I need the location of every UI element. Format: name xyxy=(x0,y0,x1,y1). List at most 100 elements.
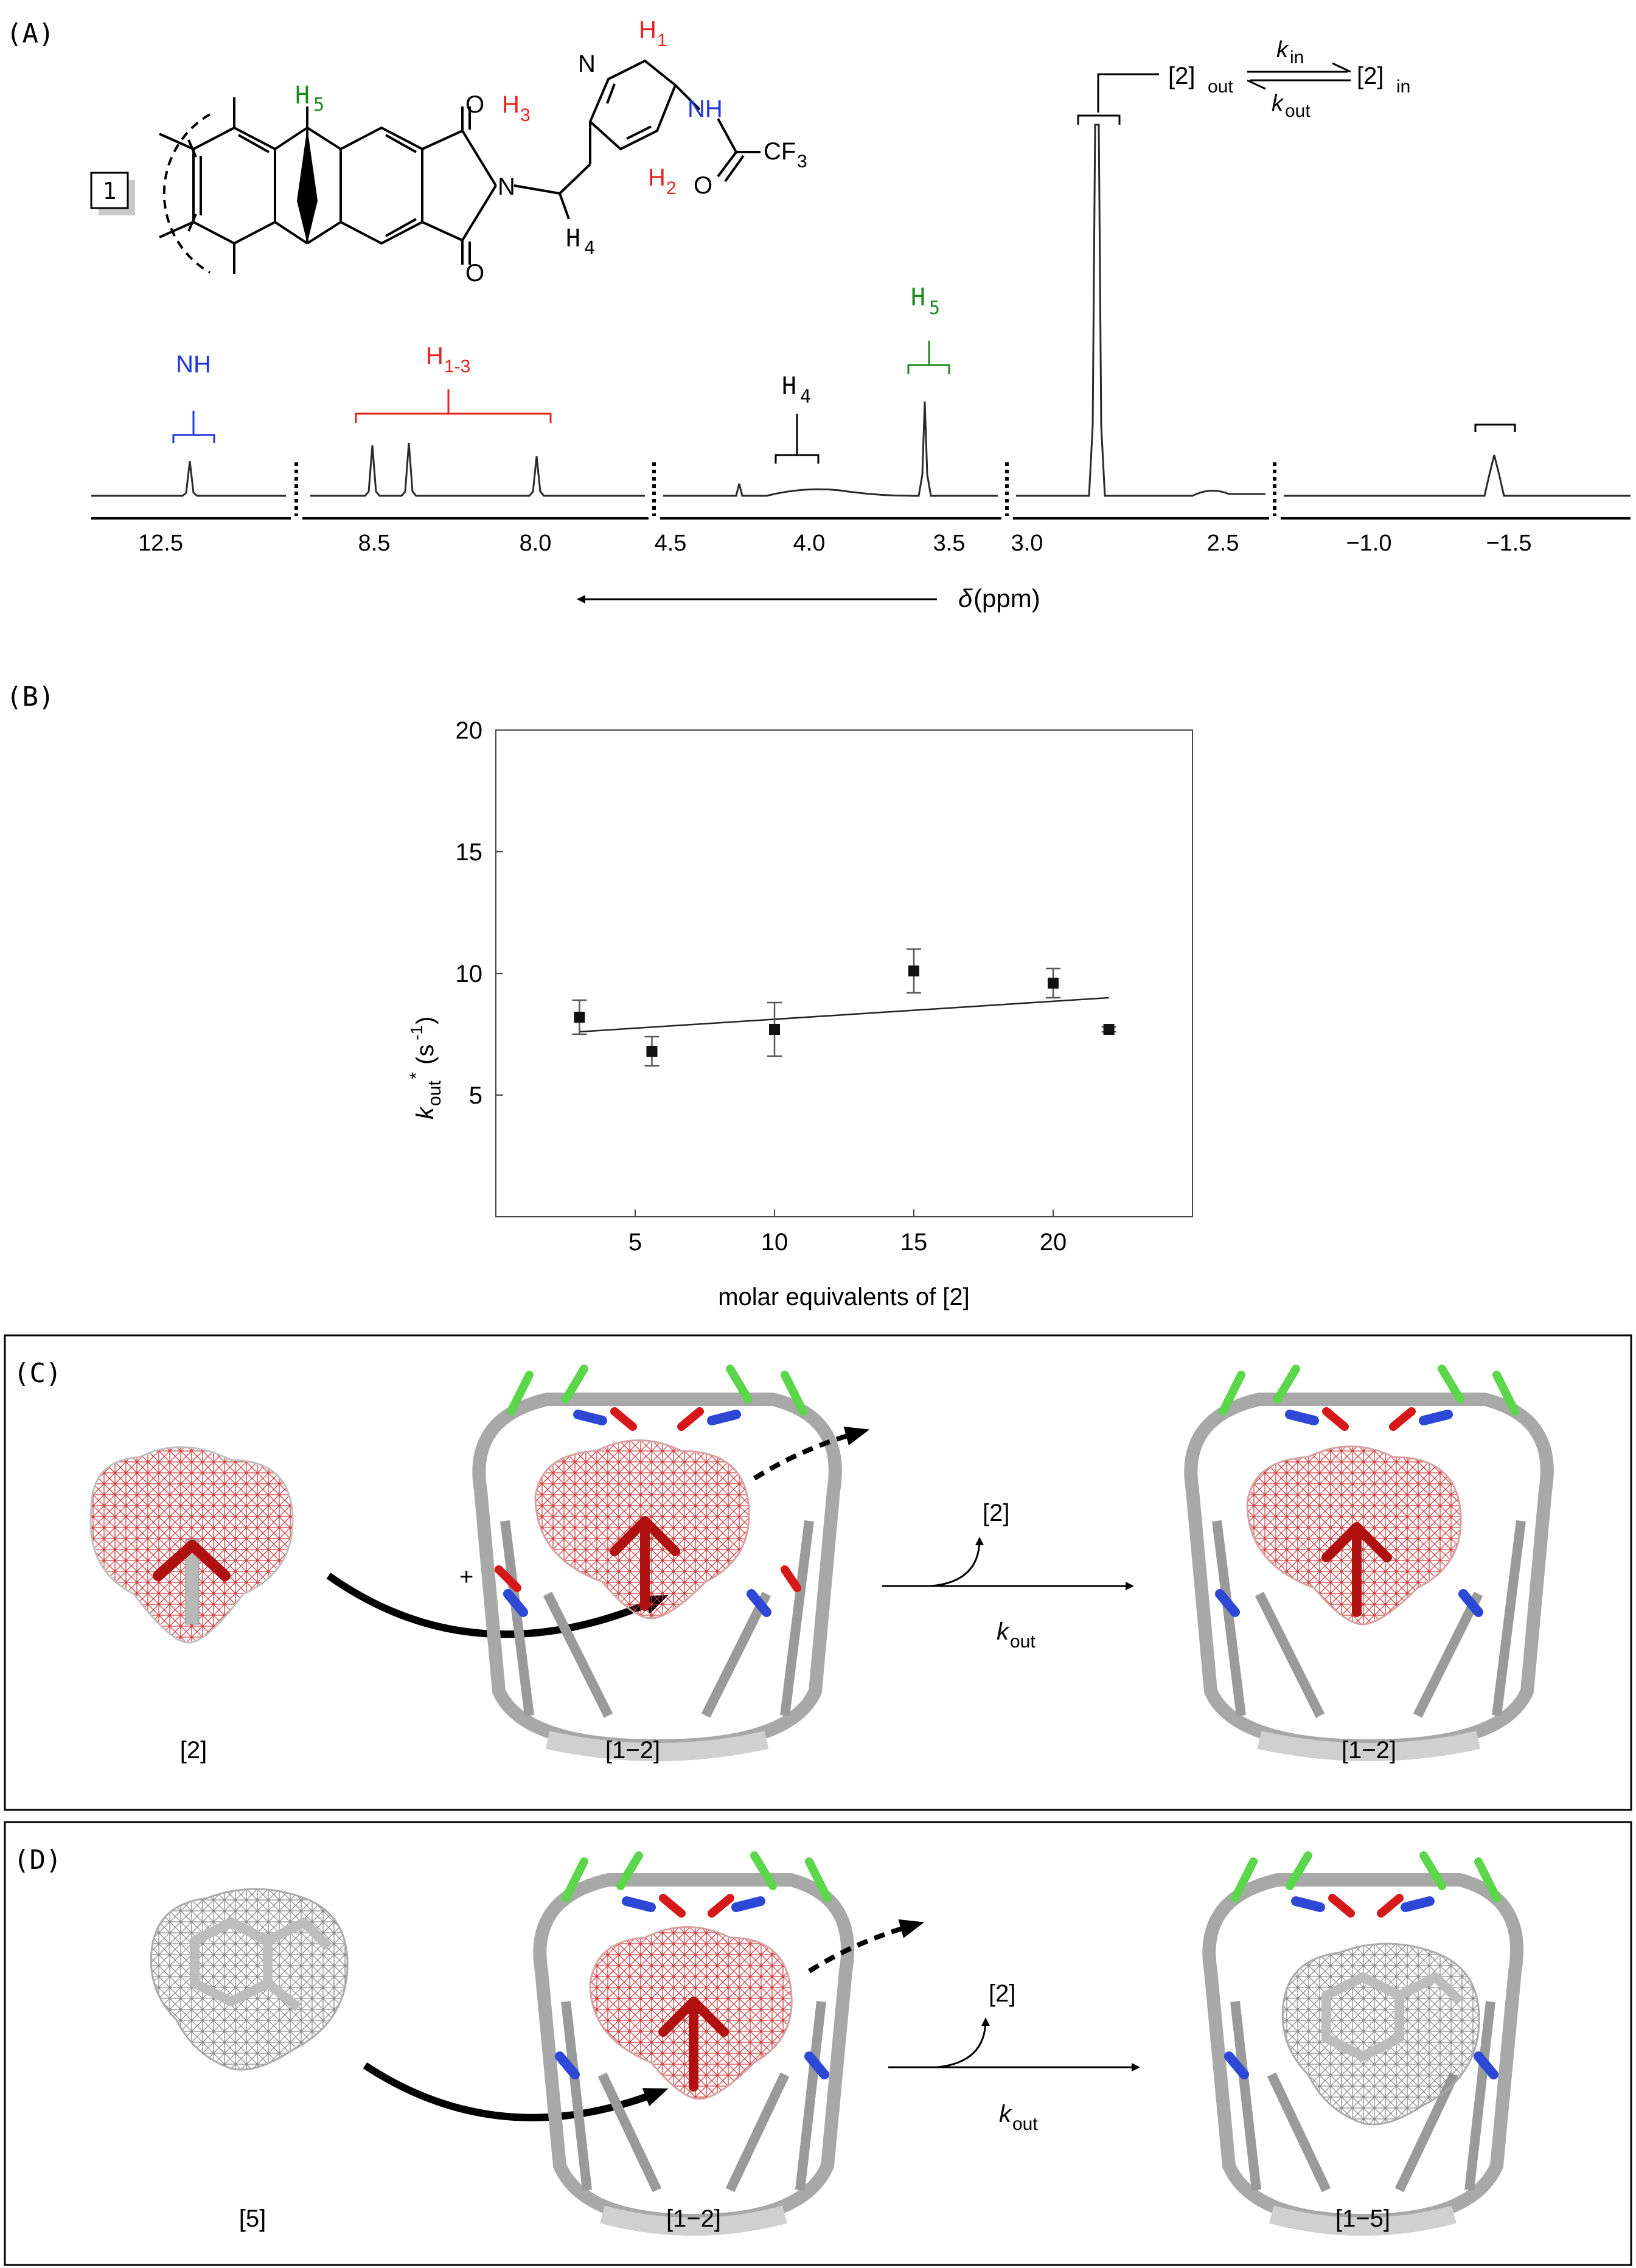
y-tick-labels: 5 10 15 20 xyxy=(456,717,483,1109)
atom-n-imide: N xyxy=(498,173,515,200)
release-arrow-c xyxy=(930,1537,984,1587)
x-tick-labels: 5 10 15 20 xyxy=(628,1229,1067,1256)
eq-right-sub: in xyxy=(1396,77,1410,97)
k-out: k xyxy=(1272,91,1284,116)
label-nh: NH xyxy=(176,351,211,378)
rate-k-sub-c: out xyxy=(1010,1632,1036,1652)
atom-h5: H xyxy=(295,82,310,110)
panel-b: (B) 5 10 15 20 5 10 15 20 molar equivale… xyxy=(6,681,1193,1310)
nmr-spectrum xyxy=(91,123,1631,497)
ylabel-star: * xyxy=(406,1072,426,1079)
ylabel-sub: out xyxy=(425,1080,445,1106)
y-axis-label: k out * (s -1 ) xyxy=(406,1017,445,1119)
data-point xyxy=(1048,978,1059,989)
left-benzene-ring xyxy=(192,126,276,245)
ylabel-unit: (s xyxy=(412,1045,439,1065)
data-point xyxy=(769,1024,780,1035)
free-guest-bracket xyxy=(1077,114,1121,125)
chart-ticks xyxy=(496,729,1054,1217)
caption-d-1: [5] xyxy=(239,2205,266,2232)
peak-nh xyxy=(91,461,286,497)
release-arrow-d xyxy=(936,2017,990,2068)
panel-d-label: (D) xyxy=(13,1845,61,1876)
axis-breaks xyxy=(294,462,1276,516)
host-complex-c1 xyxy=(472,1365,842,1761)
label-h5: H xyxy=(911,284,925,311)
k-out-sub: out xyxy=(1285,101,1311,121)
eq-left-sub: out xyxy=(1208,77,1233,97)
panel-d: (D) [5] [1−2] [2] k out xyxy=(4,1821,1632,2266)
exchange-equilibrium: [2] out k in k out [2] in xyxy=(1077,37,1410,125)
atom-o-top: O xyxy=(465,91,484,118)
tick-8-0: 8.0 xyxy=(520,530,552,556)
atom-h4: H xyxy=(566,224,580,252)
guest-5-model xyxy=(150,1888,349,2071)
atom-cf3-sub: 3 xyxy=(797,151,807,172)
label-h5-sub: 5 xyxy=(929,297,940,319)
panel-c: (C) [2] + [1−2] [2] k out xyxy=(4,1334,1632,1811)
data-point xyxy=(1103,1024,1115,1035)
tick-m1-0: −1.0 xyxy=(1346,530,1391,556)
ppm-unit: (ppm) xyxy=(973,584,1040,613)
y-tick-10: 10 xyxy=(456,961,483,987)
released-2-d: [2] xyxy=(989,1980,1015,2007)
atom-h2: H xyxy=(648,164,666,191)
atom-nh: NH xyxy=(687,96,723,122)
tick-3-5: 3.5 xyxy=(933,530,966,556)
tick-2-5: 2.5 xyxy=(1207,530,1239,556)
ylabel-unit-sup: -1 xyxy=(407,1025,426,1040)
rate-k-c: k xyxy=(997,1618,1010,1645)
atom-cf3: CF xyxy=(764,138,796,165)
exit-arrow-d xyxy=(807,1919,925,1974)
peak-free-2 xyxy=(1016,123,1265,497)
atom-h4-sub: 4 xyxy=(584,238,595,259)
chart-points xyxy=(572,948,1116,1067)
bracket-bound xyxy=(1474,423,1516,432)
label-h13-sub: 1-3 xyxy=(444,357,470,377)
host-complex-d1 xyxy=(533,1851,855,2236)
chart-fit xyxy=(579,997,1109,1033)
released-2-c: [2] xyxy=(983,1500,1009,1526)
ppm-ticks: 12.5 8.5 8.0 4.5 4.0 3.5 3.0 2.5 −1.0 −1… xyxy=(138,530,1532,556)
y-tick-20: 20 xyxy=(456,717,483,744)
tick-3-0: 3.0 xyxy=(1011,530,1043,556)
plus-sign: + xyxy=(459,1564,473,1590)
ylabel-k: k xyxy=(412,1106,439,1119)
atom-o-bottom: O xyxy=(465,260,484,287)
ylabel-close: ) xyxy=(412,1017,439,1024)
x-tick-15: 15 xyxy=(900,1229,928,1256)
caption-d-2: [1−2] xyxy=(666,2205,721,2232)
panel-c-frame xyxy=(4,1334,1632,1811)
panel-a: (A) 1 xyxy=(6,16,1631,613)
host-complex-d2 xyxy=(1202,1851,1524,2236)
atom-h1-sub: 1 xyxy=(657,30,667,50)
host-complex-c2 xyxy=(1184,1365,1554,1761)
panel-a-label: (A) xyxy=(6,18,54,49)
peaks-h4-h5 xyxy=(663,401,998,497)
data-point xyxy=(908,965,919,976)
y-tick-15: 15 xyxy=(456,839,483,866)
x-tick-5: 5 xyxy=(628,1229,642,1256)
k-in-sub: in xyxy=(1290,47,1304,68)
label-h4: H xyxy=(782,372,796,400)
data-point xyxy=(646,1046,658,1057)
entry-arrow-c xyxy=(326,1573,669,1638)
guest-2-model xyxy=(89,1446,294,1644)
atom-h1: H xyxy=(639,16,656,43)
caption-c-3: [1−2] xyxy=(1342,1737,1396,1764)
tick-4-5: 4.5 xyxy=(655,530,687,556)
atom-n-pyridine: N xyxy=(578,50,596,77)
exit-arrow-c xyxy=(753,1426,870,1481)
peak-labels: NH H 1-3 H 4 H 5 xyxy=(172,284,1516,464)
eq-right: [2] xyxy=(1357,63,1384,89)
structure-atoms: H 5 O O N H 4 N H 1 H 3 H 2 NH O CF 3 xyxy=(295,16,807,287)
compound-number: 1 xyxy=(103,178,117,204)
structure-1 xyxy=(159,59,761,274)
atom-o-amide: O xyxy=(694,172,712,199)
fit-line xyxy=(579,997,1109,1033)
eq-left: [2] xyxy=(1168,63,1195,89)
label-h4-sub: 4 xyxy=(800,386,811,408)
data-point xyxy=(574,1012,585,1023)
caption-c-1: [2] xyxy=(180,1737,207,1764)
